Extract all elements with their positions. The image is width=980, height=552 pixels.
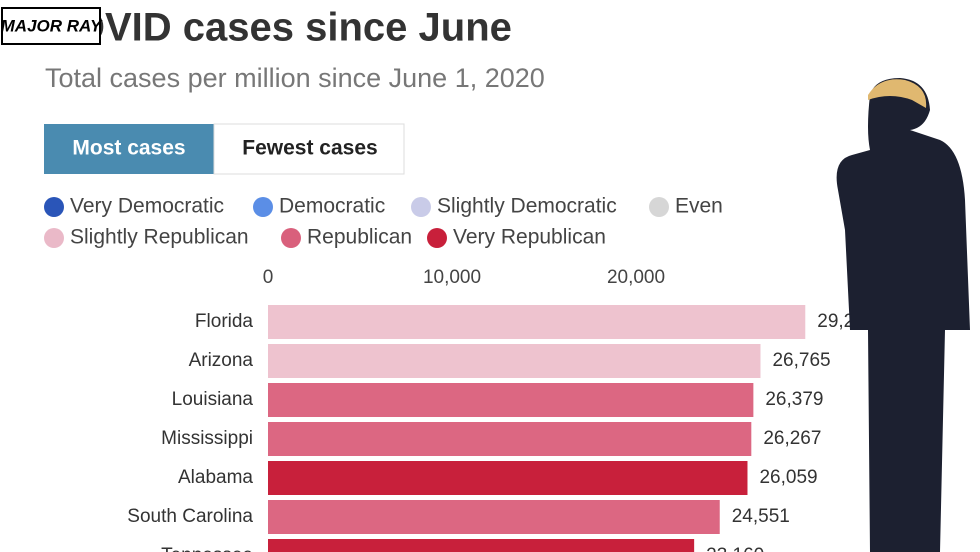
legend-label: Slightly Republican (70, 226, 249, 249)
legend-label: Very Democratic (70, 195, 224, 218)
value-label: 26,267 (763, 428, 821, 449)
bar (268, 461, 748, 495)
x-tick-label: 10,000 (423, 267, 481, 288)
value-label: 26,059 (759, 467, 817, 488)
bar (268, 383, 754, 417)
category-label: Florida (195, 311, 254, 332)
bar (268, 344, 761, 378)
button-most[interactable] (44, 124, 214, 174)
chart-subtitle: Total cases per million since June 1, 20… (45, 63, 545, 93)
category-label: Mississippi (161, 428, 253, 449)
button-label[interactable]: Fewest cases (242, 137, 377, 160)
person-overlay (836, 78, 970, 552)
category-label: Tennessee (161, 545, 253, 552)
category-label: Louisiana (172, 389, 254, 410)
button-fewest[interactable] (213, 123, 405, 175)
plot: Very Democratic Democratic Slightly Democr… (44, 195, 875, 552)
value-label: 26,379 (765, 389, 823, 410)
watermark: MAJOR RAY (1, 16, 103, 35)
legend-swatch (411, 197, 431, 217)
category-label: South Carolina (127, 506, 253, 527)
person-hair (868, 79, 927, 108)
bar (268, 305, 806, 339)
legend-label: Slightly Democratic (437, 195, 617, 218)
value-label: 23,160 (706, 545, 764, 552)
legend-swatch (44, 228, 64, 248)
legend-label: Very Republican (453, 226, 606, 249)
category-label: Alabama (178, 467, 253, 488)
legend-swatch (281, 228, 301, 248)
x-tick-label: 0 (263, 267, 274, 288)
legend-label: Republican (307, 226, 412, 249)
bar (268, 422, 752, 456)
watermark-box (1, 7, 101, 45)
value-label: 24,551 (732, 506, 790, 527)
legend-label: Democratic (279, 195, 385, 218)
button-label[interactable]: Most cases (72, 137, 185, 160)
bar (268, 539, 695, 552)
x-tick-label: 20,000 (607, 267, 665, 288)
legend-swatch (44, 197, 64, 217)
category-label: Arizona (189, 350, 254, 371)
legend-swatch (427, 228, 447, 248)
legend-swatch (253, 197, 273, 217)
legend-swatch (649, 197, 669, 217)
legend-label: Even (675, 195, 723, 218)
chart-title: COVID cases since June (45, 6, 512, 50)
bar (268, 500, 720, 534)
value-label: 26,765 (772, 350, 830, 371)
